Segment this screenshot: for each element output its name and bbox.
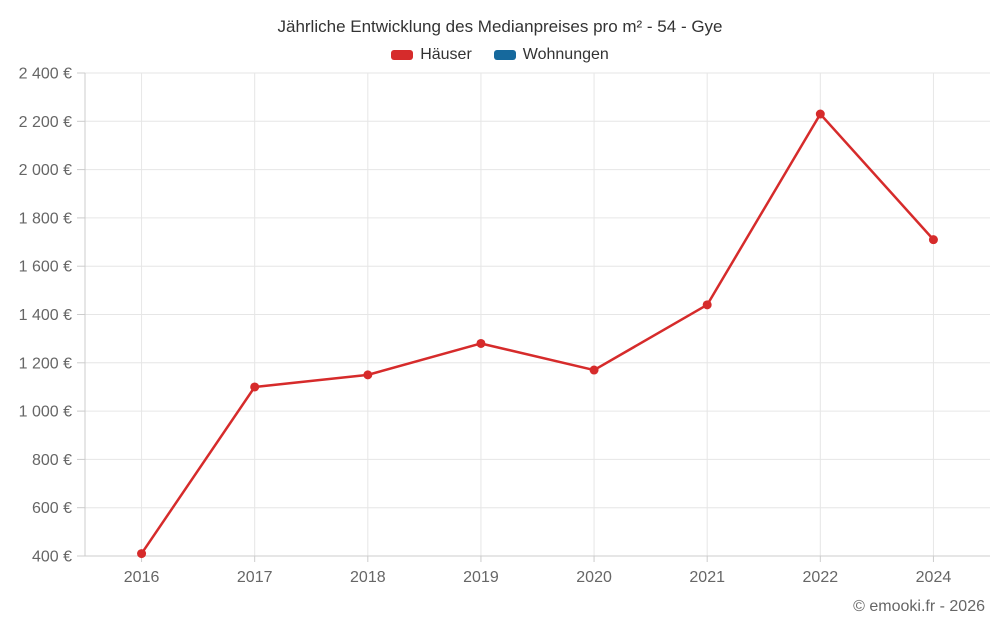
data-point[interactable] — [589, 365, 599, 375]
y-axis-label: 2 000 € — [19, 162, 72, 179]
y-axis-label: 2 400 € — [19, 66, 72, 83]
credits-link[interactable]: © emooki.fr - 2026 — [853, 598, 985, 615]
y-axis-label: 1 000 € — [19, 404, 72, 421]
y-axis-label: 1 800 € — [19, 210, 72, 227]
x-axis-label: 2016 — [124, 569, 160, 586]
y-axis-label: 600 € — [32, 500, 72, 517]
data-point[interactable] — [702, 300, 712, 310]
y-axis-label: 1 200 € — [19, 355, 72, 372]
x-axis-label: 2018 — [350, 569, 386, 586]
legend-item[interactable]: Häuser — [391, 46, 472, 64]
legend: Häuser Wohnungen — [0, 46, 1000, 64]
data-point[interactable] — [476, 338, 486, 348]
legend-swatch-icon — [391, 50, 414, 60]
y-axis-label: 1 600 € — [19, 259, 72, 276]
y-axis-label: 2 200 € — [19, 114, 72, 131]
data-point[interactable] — [815, 109, 825, 119]
x-axis-label: 2017 — [237, 569, 273, 586]
x-axis-label: 2024 — [916, 569, 952, 586]
x-axis-label: 2022 — [803, 569, 839, 586]
legend-item[interactable]: Wohnungen — [493, 46, 609, 64]
x-axis-label: 2020 — [576, 569, 612, 586]
legend-label: Häuser — [420, 46, 472, 63]
series-line — [140, 112, 935, 555]
legend-swatch-icon — [493, 50, 516, 60]
x-axis-label: 2019 — [463, 569, 499, 586]
data-point[interactable] — [250, 382, 260, 392]
y-axis-label: 400 € — [32, 549, 72, 566]
y-axis-label: 1 400 € — [19, 307, 72, 324]
data-point[interactable] — [363, 370, 373, 380]
chart-title: Jährliche Entwicklung des Medianpreises … — [277, 17, 723, 36]
legend-label: Wohnungen — [522, 46, 609, 63]
data-point[interactable] — [137, 549, 147, 559]
y-axis-label: 800 € — [32, 452, 72, 469]
x-axis-label: 2021 — [689, 569, 725, 586]
data-point[interactable] — [928, 235, 938, 245]
